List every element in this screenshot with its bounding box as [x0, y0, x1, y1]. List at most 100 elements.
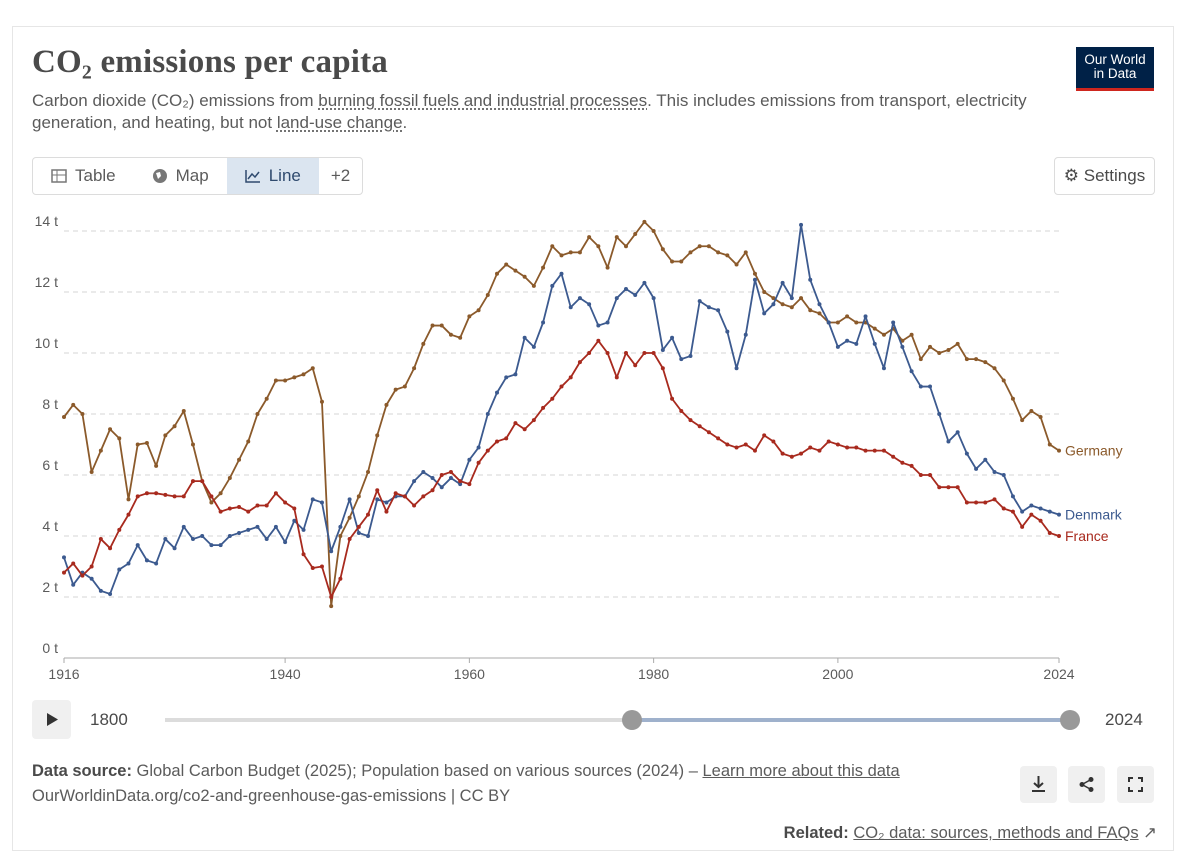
data-point [983, 500, 988, 505]
data-point [485, 412, 490, 416]
data-point [301, 552, 306, 557]
data-point [891, 454, 896, 459]
data-point [679, 408, 684, 413]
data-point [835, 442, 840, 447]
data-point [992, 469, 997, 474]
data-point [1047, 509, 1052, 514]
slider-handle[interactable] [622, 710, 642, 730]
data-point [495, 390, 500, 395]
data-point [642, 219, 647, 224]
tab[interactable]: +2 [319, 158, 362, 194]
data-point [310, 566, 315, 571]
data-point [246, 439, 251, 444]
data-point [808, 277, 813, 282]
data-point [338, 534, 343, 538]
series-line [63, 224, 1060, 595]
data-point [909, 369, 914, 374]
series-line [63, 339, 1060, 598]
data-point [98, 448, 103, 453]
data-point [1057, 512, 1061, 517]
y-tick-label: 6 t [42, 457, 58, 473]
data-point [587, 235, 592, 240]
data-point [826, 320, 831, 325]
data-point [375, 497, 380, 502]
data-point [854, 445, 859, 450]
share-button[interactable] [1068, 766, 1105, 803]
y-tick-label: 2 t [42, 579, 58, 595]
data-point [108, 546, 113, 551]
data-point [937, 351, 942, 355]
data-point [633, 363, 638, 368]
logo[interactable]: Our World in Data [1076, 47, 1154, 91]
x-tick-label: 2024 [1043, 666, 1074, 682]
data-point [448, 476, 453, 481]
data-point [835, 344, 840, 349]
data-point [697, 424, 702, 429]
source-text: Global Carbon Budget (2025); Population … [131, 762, 703, 780]
data-point [439, 323, 444, 328]
learn-more-link[interactable]: Learn more about this data [702, 762, 900, 780]
data-point [605, 320, 610, 325]
tab[interactable]: Table [33, 158, 134, 194]
slider-handle[interactable] [1060, 710, 1080, 730]
data-point [706, 430, 711, 435]
share-icon [1079, 777, 1094, 792]
data-point [716, 250, 721, 255]
related-link[interactable]: CO₂ data: sources, methods and FAQs [853, 824, 1139, 842]
data-point [881, 366, 886, 371]
x-tick-label: 2000 [822, 666, 853, 682]
related-label: Related: [783, 824, 849, 842]
data-point [504, 436, 509, 441]
data-point [264, 537, 269, 542]
y-tick-label: 0 t [42, 640, 58, 656]
data-point [356, 494, 361, 499]
data-point [716, 308, 721, 313]
data-point [163, 537, 168, 542]
y-tick-label: 10 t [35, 335, 58, 351]
download-button[interactable] [1020, 766, 1057, 803]
data-point [541, 320, 546, 325]
data-point [375, 488, 380, 493]
data-point [356, 530, 361, 535]
data-point [531, 418, 536, 423]
subtitle-link[interactable]: land-use change [276, 113, 403, 132]
subtitle-link[interactable]: burning fossil fuels and industrial proc… [318, 91, 648, 110]
data-point [817, 302, 822, 307]
data-point [80, 412, 85, 416]
y-tick-label: 8 t [42, 396, 58, 412]
data-point [448, 469, 453, 474]
data-point [117, 527, 122, 532]
data-point [679, 357, 684, 362]
data-point [135, 494, 140, 499]
data-point [1038, 506, 1043, 511]
data-point [541, 265, 546, 270]
data-point [310, 366, 315, 371]
data-point [633, 293, 638, 298]
data-point [900, 344, 905, 349]
series-label: Denmark [1065, 507, 1123, 523]
data-point [347, 497, 352, 502]
data-point [144, 558, 149, 563]
fullscreen-button[interactable] [1117, 766, 1154, 803]
data-point [1047, 442, 1052, 447]
timeline-slider[interactable] [160, 705, 1090, 735]
data-point [89, 469, 94, 474]
data-point [614, 235, 619, 240]
data-point [614, 296, 619, 301]
data-point [513, 372, 518, 377]
data-point [292, 518, 297, 523]
tab[interactable]: Map [134, 158, 227, 194]
data-point [237, 457, 242, 462]
data-point [310, 497, 315, 502]
settings-button[interactable]: ⚙ Settings [1054, 157, 1155, 195]
data-point [448, 332, 453, 337]
play-button[interactable] [32, 700, 71, 739]
data-point [430, 488, 435, 493]
data-point [577, 250, 582, 255]
tab[interactable]: Line [226, 158, 319, 194]
data-point [762, 433, 767, 438]
data-point [172, 494, 177, 499]
data-point [430, 476, 435, 481]
data-point [329, 604, 334, 609]
